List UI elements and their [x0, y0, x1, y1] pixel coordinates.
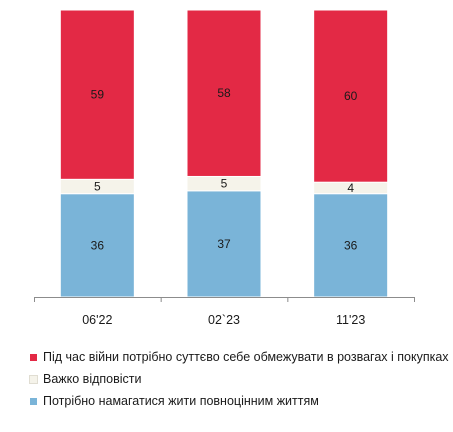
data-label-1-0: 5 [94, 180, 101, 194]
bar-segment-2-1 [186, 9, 262, 177]
data-label-1-1: 5 [221, 177, 228, 191]
data-label-2-2: 60 [344, 89, 358, 103]
legend-item-restrict: Під час війни потрібно суттєво себе обме… [30, 346, 450, 368]
bar-segment-0-0 [59, 193, 135, 298]
data-label-2-1: 58 [217, 86, 231, 100]
legend-label-restrict: Під час війни потрібно суттєво себе обме… [43, 350, 449, 364]
category-label-2: 11'23 [336, 313, 365, 327]
chart-canvas: 36 5 59 06'22 37 5 58 02`23 36 4 60 11'23 [34, 9, 415, 327]
chart-legend: Під час війни потрібно суттєво себе обме… [29, 346, 450, 412]
bar-segment-2-0 [59, 9, 135, 180]
data-label-0-1: 37 [217, 237, 231, 251]
bar-segment-2-2 [313, 9, 389, 183]
legend-label-live-fully: Потрібно намагатися жити повноцінним жит… [43, 394, 319, 408]
legend-label-hard-to-say: Важко відповісти [43, 372, 142, 386]
data-label-0-0: 36 [91, 238, 105, 252]
legend-swatch-hard-to-say [29, 374, 38, 384]
data-label-2-0: 59 [91, 88, 105, 102]
category-label-0: 06'22 [82, 313, 112, 327]
legend-swatch-restrict [30, 353, 37, 361]
legend-item-live-fully: Потрібно намагатися жити повноцінним жит… [30, 390, 450, 412]
data-label-1-2: 4 [347, 181, 354, 195]
legend-swatch-live-fully [30, 397, 37, 405]
category-label-1: 02`23 [208, 313, 240, 327]
legend-item-hard-to-say: Важко відповісти [29, 368, 450, 390]
bar-segment-0-1 [186, 190, 262, 298]
data-label-0-2: 36 [344, 238, 358, 252]
